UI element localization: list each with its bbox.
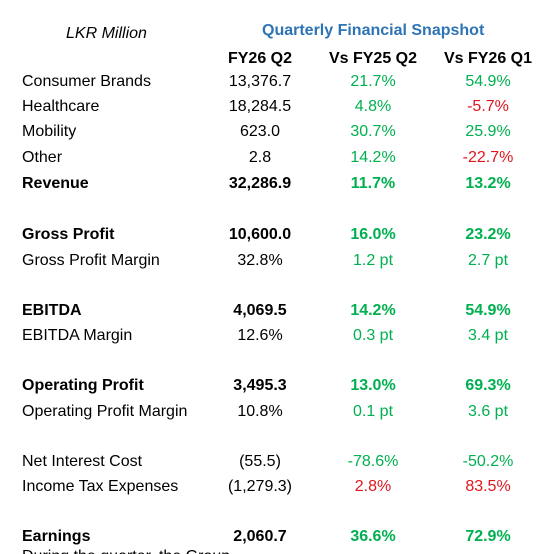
- table-row-net-interest-cost: Net Interest Cost (55.5) -78.6% -50.2%: [0, 453, 550, 477]
- table-row-consumer-brands: Consumer Brands 13,376.7 21.7% 54.9%: [0, 73, 550, 97]
- change-vs-fy25-q2: 0.3 pt: [352, 327, 394, 344]
- row-label: EBITDA Margin: [22, 327, 133, 344]
- change-vs-fy25-q2: 1.2 pt: [352, 252, 394, 269]
- table-row-earnings: Earnings 2,060.7 36.6% 72.9%: [0, 528, 550, 552]
- change-vs-fy26-q1: -5.7%: [467, 98, 509, 115]
- row-label: EBITDA: [22, 302, 82, 319]
- change-vs-fy25-q2: 21.7%: [350, 73, 396, 90]
- row-label: Operating Profit Margin: [22, 403, 188, 420]
- column-header-vs-fy26-q1: Vs FY26 Q1: [443, 50, 533, 67]
- change-vs-fy26-q1: -50.2%: [462, 453, 514, 470]
- change-vs-fy26-q1: 25.9%: [465, 123, 511, 140]
- value-fy26-q2: 12.6%: [237, 327, 283, 344]
- table-row-other: Other 2.8 14.2% -22.7%: [0, 149, 550, 173]
- table-row-gross-profit-margin: Gross Profit Margin 32.8% 1.2 pt 2.7 pt: [0, 252, 550, 276]
- change-vs-fy26-q1: 69.3%: [465, 377, 511, 394]
- change-vs-fy26-q1: 54.9%: [465, 73, 511, 90]
- table-row-ebitda-margin: EBITDA Margin 12.6% 0.3 pt 3.4 pt: [0, 327, 550, 351]
- change-vs-fy25-q2: -78.6%: [347, 453, 399, 470]
- change-vs-fy26-q1: 54.9%: [465, 302, 511, 319]
- change-vs-fy25-q2: 13.0%: [350, 377, 396, 394]
- change-vs-fy26-q1: 2.7 pt: [467, 252, 509, 269]
- value-fy26-q2: 10.8%: [237, 403, 283, 420]
- value-fy26-q2: 10,600.0: [228, 226, 292, 243]
- change-vs-fy25-q2: 14.2%: [350, 149, 396, 166]
- change-vs-fy25-q2: 11.7%: [350, 175, 396, 192]
- row-label: Gross Profit Margin: [22, 252, 160, 269]
- value-fy26-q2: 2.8: [248, 149, 272, 166]
- change-vs-fy25-q2: 36.6%: [350, 528, 396, 545]
- value-fy26-q2: 18,284.5: [228, 98, 292, 115]
- row-label: Other: [22, 149, 63, 166]
- row-label: Healthcare: [22, 98, 100, 115]
- change-vs-fy26-q1: 23.2%: [465, 226, 511, 243]
- value-fy26-q2: 32.8%: [237, 252, 283, 269]
- footer-text-cut-off: During the quarter, the Group ...: [22, 548, 248, 554]
- change-vs-fy25-q2: 2.8%: [354, 478, 392, 495]
- change-vs-fy26-q1: 83.5%: [465, 478, 511, 495]
- table-row-operating-profit: Operating Profit 3,495.3 13.0% 69.3%: [0, 377, 550, 401]
- table-title: Quarterly Financial Snapshot: [262, 22, 485, 39]
- value-fy26-q2: 3,495.3: [233, 377, 287, 394]
- value-fy26-q2: (1,279.3): [227, 478, 293, 495]
- row-label: Income Tax Expenses: [22, 478, 179, 495]
- value-fy26-q2: 32,286.9: [228, 175, 292, 192]
- row-label: Operating Profit: [22, 377, 144, 394]
- table-row-income-tax-expenses: Income Tax Expenses (1,279.3) 2.8% 83.5%: [0, 478, 550, 502]
- change-vs-fy25-q2: 30.7%: [350, 123, 396, 140]
- table-row-revenue: Revenue 32,286.9 11.7% 13.2%: [0, 175, 550, 199]
- value-fy26-q2: 623.0: [239, 123, 281, 140]
- change-vs-fy26-q1: -22.7%: [462, 149, 514, 166]
- change-vs-fy25-q2: 4.8%: [354, 98, 392, 115]
- row-label: Revenue: [22, 175, 89, 192]
- unit-label: LKR Million: [66, 25, 147, 42]
- row-label: Gross Profit: [22, 226, 115, 243]
- column-header-fy26-q2: FY26 Q2: [227, 50, 293, 67]
- value-fy26-q2: 13,376.7: [228, 73, 292, 90]
- change-vs-fy25-q2: 16.0%: [350, 226, 396, 243]
- change-vs-fy26-q1: 3.6 pt: [467, 403, 509, 420]
- change-vs-fy25-q2: 14.2%: [350, 302, 396, 319]
- table-row-operating-profit-margin: Operating Profit Margin 10.8% 0.1 pt 3.6…: [0, 403, 550, 427]
- row-label: Net Interest Cost: [22, 453, 143, 470]
- table-row-healthcare: Healthcare 18,284.5 4.8% -5.7%: [0, 98, 550, 122]
- table-row-ebitda: EBITDA 4,069.5 14.2% 54.9%: [0, 302, 550, 326]
- change-vs-fy26-q1: 3.4 pt: [467, 327, 509, 344]
- value-fy26-q2: (55.5): [239, 453, 281, 470]
- table-row-gross-profit: Gross Profit 10,600.0 16.0% 23.2%: [0, 226, 550, 250]
- value-fy26-q2: 4,069.5: [233, 302, 287, 319]
- column-header-vs-fy25-q2: Vs FY25 Q2: [328, 50, 418, 67]
- change-vs-fy26-q1: 72.9%: [465, 528, 511, 545]
- change-vs-fy26-q1: 13.2%: [465, 175, 511, 192]
- table-row-mobility: Mobility 623.0 30.7% 25.9%: [0, 123, 550, 147]
- change-vs-fy25-q2: 0.1 pt: [352, 403, 394, 420]
- value-fy26-q2: 2,060.7: [233, 528, 287, 545]
- row-label: Earnings: [22, 528, 91, 545]
- row-label: Mobility: [22, 123, 77, 140]
- row-label: Consumer Brands: [22, 73, 151, 90]
